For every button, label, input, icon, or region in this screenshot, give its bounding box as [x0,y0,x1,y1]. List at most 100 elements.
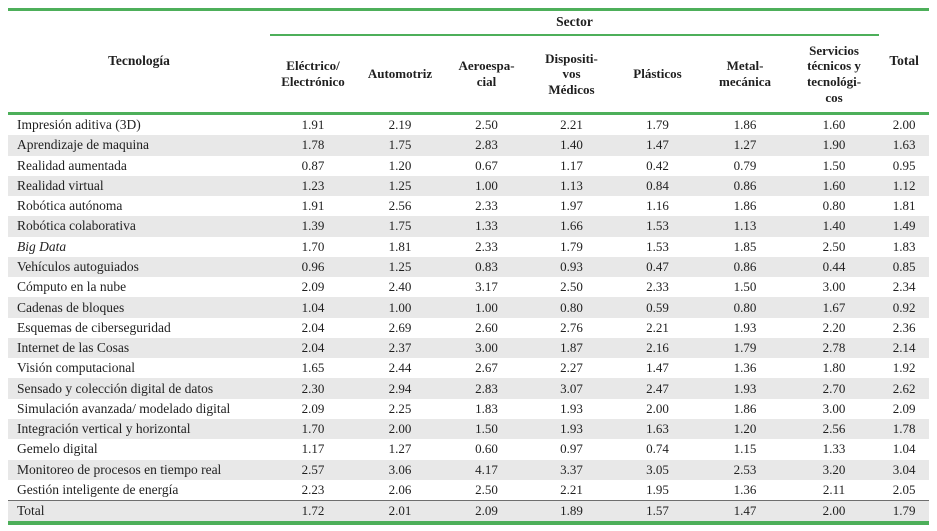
table-total-row: Total 1.72 2.01 2.09 1.89 1.57 1.47 2.00 1.79 [8,500,930,524]
value-cell: 0.85 [892,258,916,274]
value-cell: 2.62 [892,380,916,396]
value-cell: 2.20 [822,319,846,335]
table-row: Gestión inteligente de energía 2.23 2.06 2.… [8,480,929,501]
value-cell: 2.04 [301,340,325,356]
value-cell: 1.50 [733,279,757,295]
value-cell: 1.79 [560,238,583,254]
table-row: Visión computacional 1.65 2.44 2.67 2.27 1.47… [8,358,929,378]
tech-name-cell: Visión computacional [17,360,136,376]
value-cell: 2.09 [301,279,325,295]
value-cell: 1.12 [892,177,916,193]
value-cell: 1.78 [301,137,325,153]
value-cell: 3.17 [475,279,498,295]
column-header-automotriz: Automotriz [356,35,444,115]
value-cell: 1.75 [388,137,412,153]
value-cell: 1.47 [646,360,669,376]
value-cell: 2.50 [475,481,498,497]
value-cell: 2.19 [388,117,412,133]
value-cell: 2.11 [822,481,846,497]
value-cell: 1.93 [560,421,583,437]
tech-name-cell: Vehículos autoguiados [17,258,139,274]
value-cell: 2.05 [892,481,916,497]
value-cell: 1.92 [892,360,916,376]
value-cell: 1.85 [733,238,757,254]
value-cell: 1.47 [646,137,669,153]
value-cell: 2.33 [646,279,669,295]
value-cell: 0.92 [892,299,916,315]
table-row: Sensado y colección digital de datos 2.30… [8,378,930,399]
tech-name-cell: Simulación avanzada/ modelado digital [17,400,231,416]
value-cell: 2.25 [388,400,412,416]
value-cell: 1.15 [733,441,757,457]
value-cell: 2.34 [892,279,916,295]
value-cell: 3.00 [475,340,498,356]
table-row: Gemelo digital 1.17 1.27 0.60 0.97 0.74 1.15 1.… [8,439,929,459]
value-cell: 2.53 [733,461,757,477]
value-cell: 3.37 [560,461,583,477]
tech-name-cell: Integración vertical y horizontal [17,421,191,437]
value-cell: 2.09 [892,400,916,416]
table-row: Cómputo en la nube 2.09 2.40 3.17 2.50 2.33 1.… [8,277,929,297]
value-cell: 0.93 [560,258,583,274]
value-cell: 0.42 [646,157,669,173]
value-cell: 2.83 [475,380,498,396]
value-cell: 0.47 [646,258,669,274]
tech-name-cell: Impresión aditiva (3D) [17,117,141,133]
value-cell: 4.17 [475,461,498,477]
value-cell: 0.96 [301,258,325,274]
table-row: Aprendizaje de maquina 1.78 1.75 2.83 1.40 1.… [8,135,930,156]
value-cell: 1.04 [301,299,325,315]
value-cell: 2.37 [388,340,412,356]
value-cell: 0.80 [733,299,757,315]
table-row: Monitoreo de procesos en tiempo real 2.57… [8,459,930,480]
tech-name-cell: Esquemas de ciberseguridad [17,319,171,335]
value-cell: 1.66 [560,218,583,234]
value-cell: 1.23 [301,177,325,193]
value-cell: 2.27 [560,360,583,376]
value-cell: 1.17 [560,157,583,173]
column-header-metal-mecanica: Metal- mecánica [701,35,789,115]
table-row: Realidad aumentada 0.87 1.20 0.67 1.17 0.42 0.… [8,156,929,176]
value-cell: 2.36 [892,319,916,335]
value-cell: 2.01 [388,503,412,519]
value-cell: 1.47 [733,503,757,519]
value-cell: 0.80 [560,299,583,315]
value-cell: 1.00 [475,177,498,193]
table-row: Robótica colaborativa 1.39 1.75 1.33 1.66 1.5… [8,216,930,237]
value-cell: 2.00 [388,421,412,437]
value-cell: 3.04 [892,461,916,477]
value-cell: 1.20 [388,157,412,173]
group-header-sector: Sector [270,9,880,36]
column-header-plasticos: Plásticos [614,35,701,115]
value-cell: 2.06 [388,481,412,497]
value-cell: 2.16 [646,340,669,356]
value-cell: 2.21 [560,117,583,133]
value-cell: 1.89 [560,503,583,519]
value-cell: 1.91 [301,117,325,133]
column-header-tecnologia: Tecnología [8,9,270,115]
value-cell: 1.49 [892,218,916,234]
value-cell: 1.36 [733,481,757,497]
tech-name-cell: Aprendizaje de maquina [17,137,149,153]
value-cell: 0.59 [646,299,669,315]
value-cell: 1.53 [646,238,669,254]
value-cell: 1.70 [301,238,325,254]
value-cell: 1.33 [822,441,846,457]
value-cell: 1.25 [388,258,412,274]
value-cell: 1.81 [388,238,412,254]
tech-name-cell: Robótica autónoma [17,198,123,214]
value-cell: 1.50 [475,421,498,437]
value-cell: 1.72 [301,503,325,519]
value-cell: 2.78 [822,340,846,356]
value-cell: 3.07 [560,380,583,396]
value-cell: 2.00 [822,503,846,519]
value-cell: 2.14 [892,340,916,356]
value-cell: 1.65 [301,360,325,376]
value-cell: 0.83 [475,258,498,274]
value-cell: 1.86 [733,198,757,214]
value-cell: 2.21 [646,319,669,335]
value-cell: 2.04 [301,319,325,335]
table-row: Big Data 1.70 1.81 2.33 1.79 1.53 1.85 2.50 1.83 [8,237,929,257]
value-cell: 2.09 [475,503,498,519]
tech-name-cell: Big Data [17,238,67,254]
